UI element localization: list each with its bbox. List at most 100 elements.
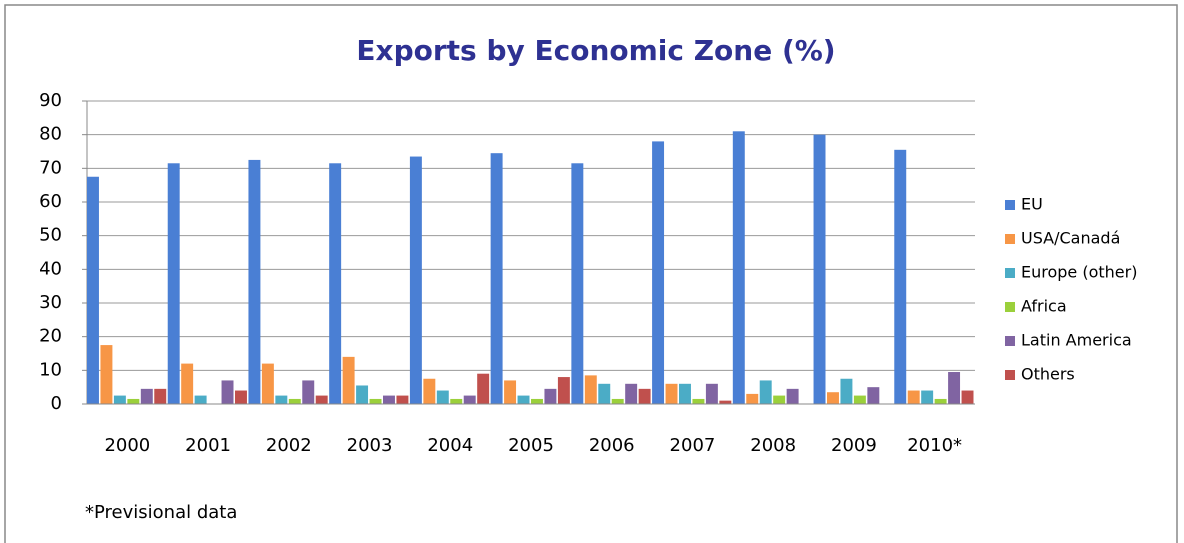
bar	[288, 398, 301, 404]
bar	[423, 378, 436, 404]
bar	[100, 345, 113, 404]
x-tick-label: 2004	[427, 435, 473, 456]
bar	[87, 176, 99, 404]
chart-title: Exports by Economic Zone (%)	[356, 34, 835, 67]
y-tick-label: 50	[39, 225, 62, 246]
bar	[154, 388, 167, 404]
bar	[961, 390, 974, 404]
bar	[840, 378, 853, 404]
x-tick-label: 2008	[750, 435, 796, 456]
bar	[598, 383, 611, 404]
bar	[167, 163, 180, 404]
bar	[221, 380, 234, 404]
legend-swatch	[1005, 234, 1015, 244]
legend-label: Others	[1021, 365, 1075, 384]
bar	[450, 398, 463, 404]
bar	[786, 388, 799, 404]
bar	[719, 400, 732, 404]
bar	[504, 380, 517, 404]
bar	[584, 375, 597, 404]
bar	[625, 383, 638, 404]
bar	[638, 388, 651, 404]
legend-swatch	[1005, 336, 1015, 346]
x-tick-label: 2001	[185, 435, 231, 456]
bar	[894, 149, 907, 404]
bar	[813, 134, 826, 404]
bar	[517, 395, 530, 404]
bar	[907, 390, 920, 404]
bar	[611, 398, 624, 404]
legend-label: Africa	[1021, 297, 1067, 316]
bar	[921, 390, 934, 404]
bar	[557, 377, 570, 404]
bar	[261, 363, 274, 404]
bar	[853, 395, 866, 404]
bar	[248, 159, 261, 404]
x-tick-label: 2003	[347, 435, 393, 456]
bar	[302, 380, 315, 404]
legend-label: Europe (other)	[1021, 263, 1137, 282]
bar	[692, 398, 705, 404]
bar	[235, 390, 247, 404]
bar	[436, 390, 449, 404]
bar	[113, 395, 126, 404]
bar	[369, 398, 382, 404]
bar	[342, 356, 355, 404]
legend-swatch	[1005, 268, 1015, 278]
bar	[181, 363, 194, 404]
y-tick-label: 0	[51, 393, 62, 414]
x-tick-label: 2006	[589, 435, 635, 456]
bar	[463, 395, 476, 404]
legend-label: EU	[1021, 195, 1043, 214]
bar	[705, 383, 718, 404]
y-tick-label: 20	[39, 326, 62, 347]
bar	[531, 398, 543, 404]
y-tick-label: 70	[39, 157, 62, 178]
bar	[275, 395, 288, 404]
y-tick-label: 30	[39, 292, 62, 313]
bar	[490, 153, 503, 404]
bar	[827, 392, 839, 404]
bar	[140, 388, 153, 404]
x-tick-label: 2010*	[907, 435, 962, 456]
bar	[127, 398, 140, 404]
bar	[477, 373, 490, 404]
bar	[356, 385, 369, 404]
x-tick-label: 2009	[831, 435, 877, 456]
bar	[773, 395, 786, 404]
x-tick-label: 2002	[266, 435, 312, 456]
bar	[396, 395, 409, 404]
bar	[315, 395, 328, 404]
legend-label: Latin America	[1021, 331, 1132, 350]
legend-swatch	[1005, 302, 1015, 312]
y-tick-label: 80	[39, 124, 62, 145]
bar	[383, 395, 395, 404]
y-tick-label: 90	[39, 90, 62, 111]
bar	[934, 398, 947, 404]
bar	[544, 388, 557, 404]
y-tick-label: 40	[39, 258, 62, 279]
bar	[652, 141, 665, 404]
bar	[329, 163, 342, 404]
x-tick-label: 2000	[104, 435, 150, 456]
legend-label: USA/Canadá	[1021, 229, 1120, 248]
bar	[867, 387, 880, 404]
x-tick-label: 2005	[508, 435, 554, 456]
footnote: *Previsional data	[85, 502, 237, 523]
bar	[732, 131, 745, 405]
bar	[665, 383, 678, 404]
y-tick-label: 60	[39, 191, 62, 212]
legend-swatch	[1005, 370, 1015, 380]
bar	[409, 156, 422, 404]
y-tick-label: 10	[39, 359, 62, 380]
bar	[746, 393, 759, 404]
x-tick-label: 2007	[670, 435, 716, 456]
bar	[571, 163, 584, 404]
legend-swatch	[1005, 200, 1015, 210]
bar	[679, 383, 691, 404]
bar	[759, 380, 772, 404]
chart-frame	[4, 4, 1178, 543]
bar	[948, 372, 961, 404]
bar	[194, 395, 207, 404]
